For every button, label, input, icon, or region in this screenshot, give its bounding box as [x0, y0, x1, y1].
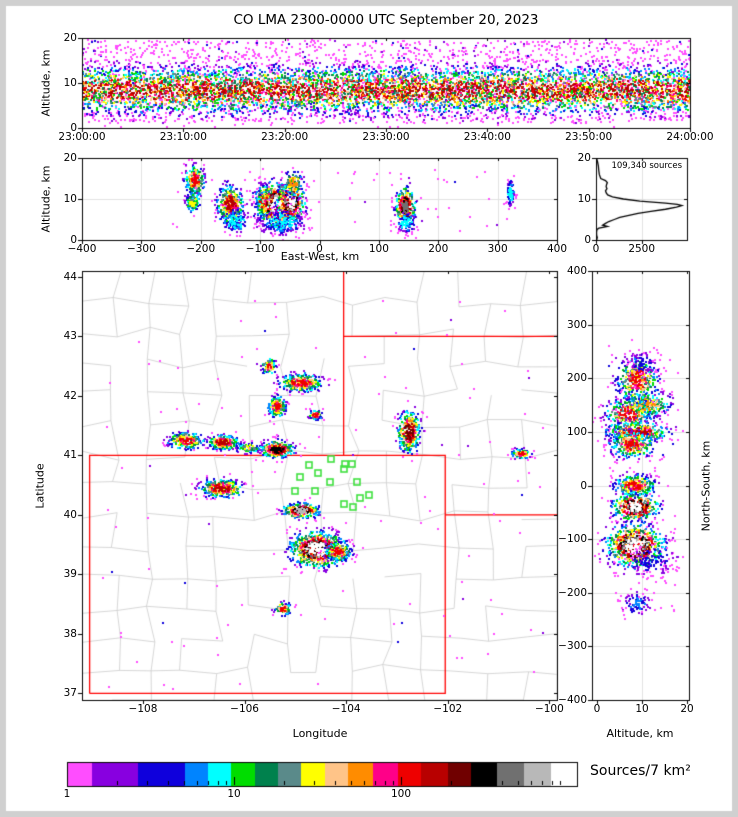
east-west-y-tick-label: 0: [70, 233, 77, 246]
colorbar-tick-label: 100: [390, 788, 412, 800]
east-west-y-tick-label: 20: [63, 151, 77, 164]
map-x-tick-label: −102: [433, 703, 463, 715]
map-y-tick-label: 40: [63, 508, 77, 521]
map-y-tick-label: 39: [63, 568, 77, 581]
east-west-y-tick-label: 10: [63, 192, 77, 205]
plot-title: CO LMA 2300-0000 UTC September 20, 2023: [233, 12, 539, 28]
time-x-tick-label: 23:20:00: [261, 131, 309, 143]
north-south-ylabel: North-South, km: [699, 440, 713, 532]
time-ylabel: Altitude, km: [39, 49, 53, 117]
map-x-tick-label: −106: [230, 703, 259, 715]
north-south-x-tick-label: 10: [635, 703, 649, 715]
map-y-tick-label: 38: [63, 627, 77, 640]
histogram-x-tick-label: 0: [592, 243, 600, 255]
time-x-tick-label: 23:30:00: [362, 131, 410, 143]
map-x-tick-label: −104: [331, 703, 361, 715]
east-west-ylabel: Altitude, km: [39, 165, 53, 233]
histogram-y-tick-label: 20: [577, 151, 591, 164]
east-west-x-tick-label: 200: [428, 243, 449, 255]
east-west-xlabel: East-West, km: [280, 250, 360, 263]
time-x-tick-label: 23:10:00: [159, 131, 207, 143]
time-x-tick-label: 24:00:00: [666, 131, 714, 143]
time-x-tick-label: 23:40:00: [463, 131, 511, 143]
map-y-tick-label: 43: [63, 330, 77, 343]
map-x-tick-label: −100: [534, 703, 564, 715]
map-y-tick-label: 37: [63, 687, 77, 700]
map-y-tick-label: 41: [63, 449, 77, 462]
north-south-y-tick-label: −400: [558, 693, 587, 706]
histogram-y-tick-label: 0: [584, 233, 591, 246]
colorbar-label: Sources/7 km²: [590, 763, 691, 779]
map-y-tick-label: 44: [63, 270, 77, 283]
north-south-y-tick-label: 300: [566, 318, 587, 331]
colorbar-tick-label: 1: [63, 788, 71, 800]
north-south-x-tick-label: 0: [593, 703, 601, 715]
north-south-y-tick-label: 200: [566, 372, 587, 384]
north-south-y-tick-label: 0: [580, 479, 587, 492]
map-ylabel: Latitude: [33, 463, 47, 509]
colorbar-tick-label: 10: [227, 788, 241, 800]
east-west-x-tick-label: 400: [546, 243, 568, 255]
east-west-x-tick-label: −300: [126, 243, 156, 255]
east-west-x-tick-label: −400: [67, 243, 97, 255]
time-y-tick-label: 20: [63, 31, 77, 44]
sources-count-annotation: 109,340 sources: [611, 161, 682, 171]
north-south-y-tick-label: −300: [558, 640, 587, 653]
east-west-x-tick-label: −100: [245, 243, 275, 255]
north-south-xlabel: Altitude, km: [606, 727, 674, 740]
east-west-x-tick-label: 300: [487, 243, 508, 255]
east-west-x-tick-label: −200: [186, 243, 216, 255]
histogram-x-tick-label: 2500: [628, 243, 656, 255]
east-west-x-tick-label: 0: [316, 243, 323, 255]
time-x-tick-label: 23:00:00: [58, 131, 106, 143]
histogram-y-tick-label: 10: [577, 192, 591, 205]
north-south-y-tick-label: 100: [566, 425, 587, 438]
north-south-y-tick-label: 400: [566, 264, 587, 277]
time-y-tick-label: 0: [70, 121, 77, 134]
map-xlabel: Longitude: [292, 727, 348, 740]
north-south-x-tick-label: 20: [680, 703, 694, 715]
time-x-tick-label: 23:50:00: [565, 131, 613, 143]
map-y-tick-label: 42: [63, 389, 77, 402]
time-y-tick-label: 10: [63, 76, 77, 89]
east-west-x-tick-label: 100: [368, 243, 389, 255]
north-south-y-tick-label: −100: [558, 532, 587, 545]
map-x-tick-label: −108: [128, 703, 158, 715]
north-south-y-tick-label: −200: [558, 586, 587, 599]
